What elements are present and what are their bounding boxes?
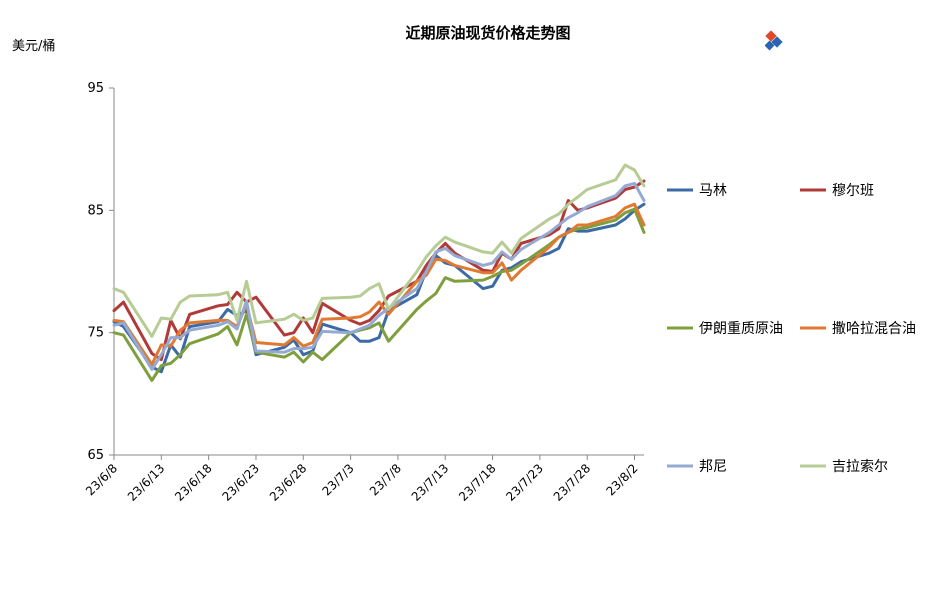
legend-label: 撒哈拉混合油: [832, 321, 916, 337]
x-tick-label: 23/6/8: [83, 461, 120, 498]
x-tick-label: 23/7/23: [503, 461, 546, 504]
legend-label: 邦尼: [699, 459, 727, 475]
legend-label: 穆尔班: [832, 183, 874, 199]
chart-title: 近期原油现货价格走势图: [405, 24, 570, 42]
series-line-6: [112, 163, 646, 338]
y-tick-label: 75: [87, 326, 104, 341]
y-axis-unit: 美元/桶: [12, 39, 55, 54]
x-tick-label: 23/8/2: [603, 461, 640, 498]
series-line-2: [112, 179, 646, 362]
y-tick-label: 95: [87, 81, 104, 96]
x-tick-label: 23/7/13: [409, 461, 452, 504]
x-tick-label: 23/7/18: [456, 461, 499, 504]
legend-label: 马林: [699, 183, 727, 199]
x-tick-label: 23/6/13: [125, 461, 168, 504]
legend-label: 吉拉索尔: [832, 458, 888, 475]
x-tick-label: 23/7/28: [551, 461, 594, 504]
series-lines: [112, 163, 646, 382]
y-tick-label: 85: [87, 203, 104, 218]
x-tick-label: 23/6/18: [172, 461, 215, 504]
legend-label: 伊朗重质原油: [699, 321, 783, 337]
brand-logo: [764, 26, 855, 54]
series-line-1: [112, 202, 646, 374]
x-tick-label: 23/7/8: [367, 461, 404, 498]
y-tick-label: 65: [87, 448, 104, 463]
x-tick-label: 23/6/28: [267, 461, 310, 504]
series-line-4: [112, 202, 646, 366]
series-line-5: [112, 181, 646, 371]
x-tick-label: 23/6/23: [219, 461, 262, 504]
x-tick-label: 23/7/3: [320, 461, 357, 498]
